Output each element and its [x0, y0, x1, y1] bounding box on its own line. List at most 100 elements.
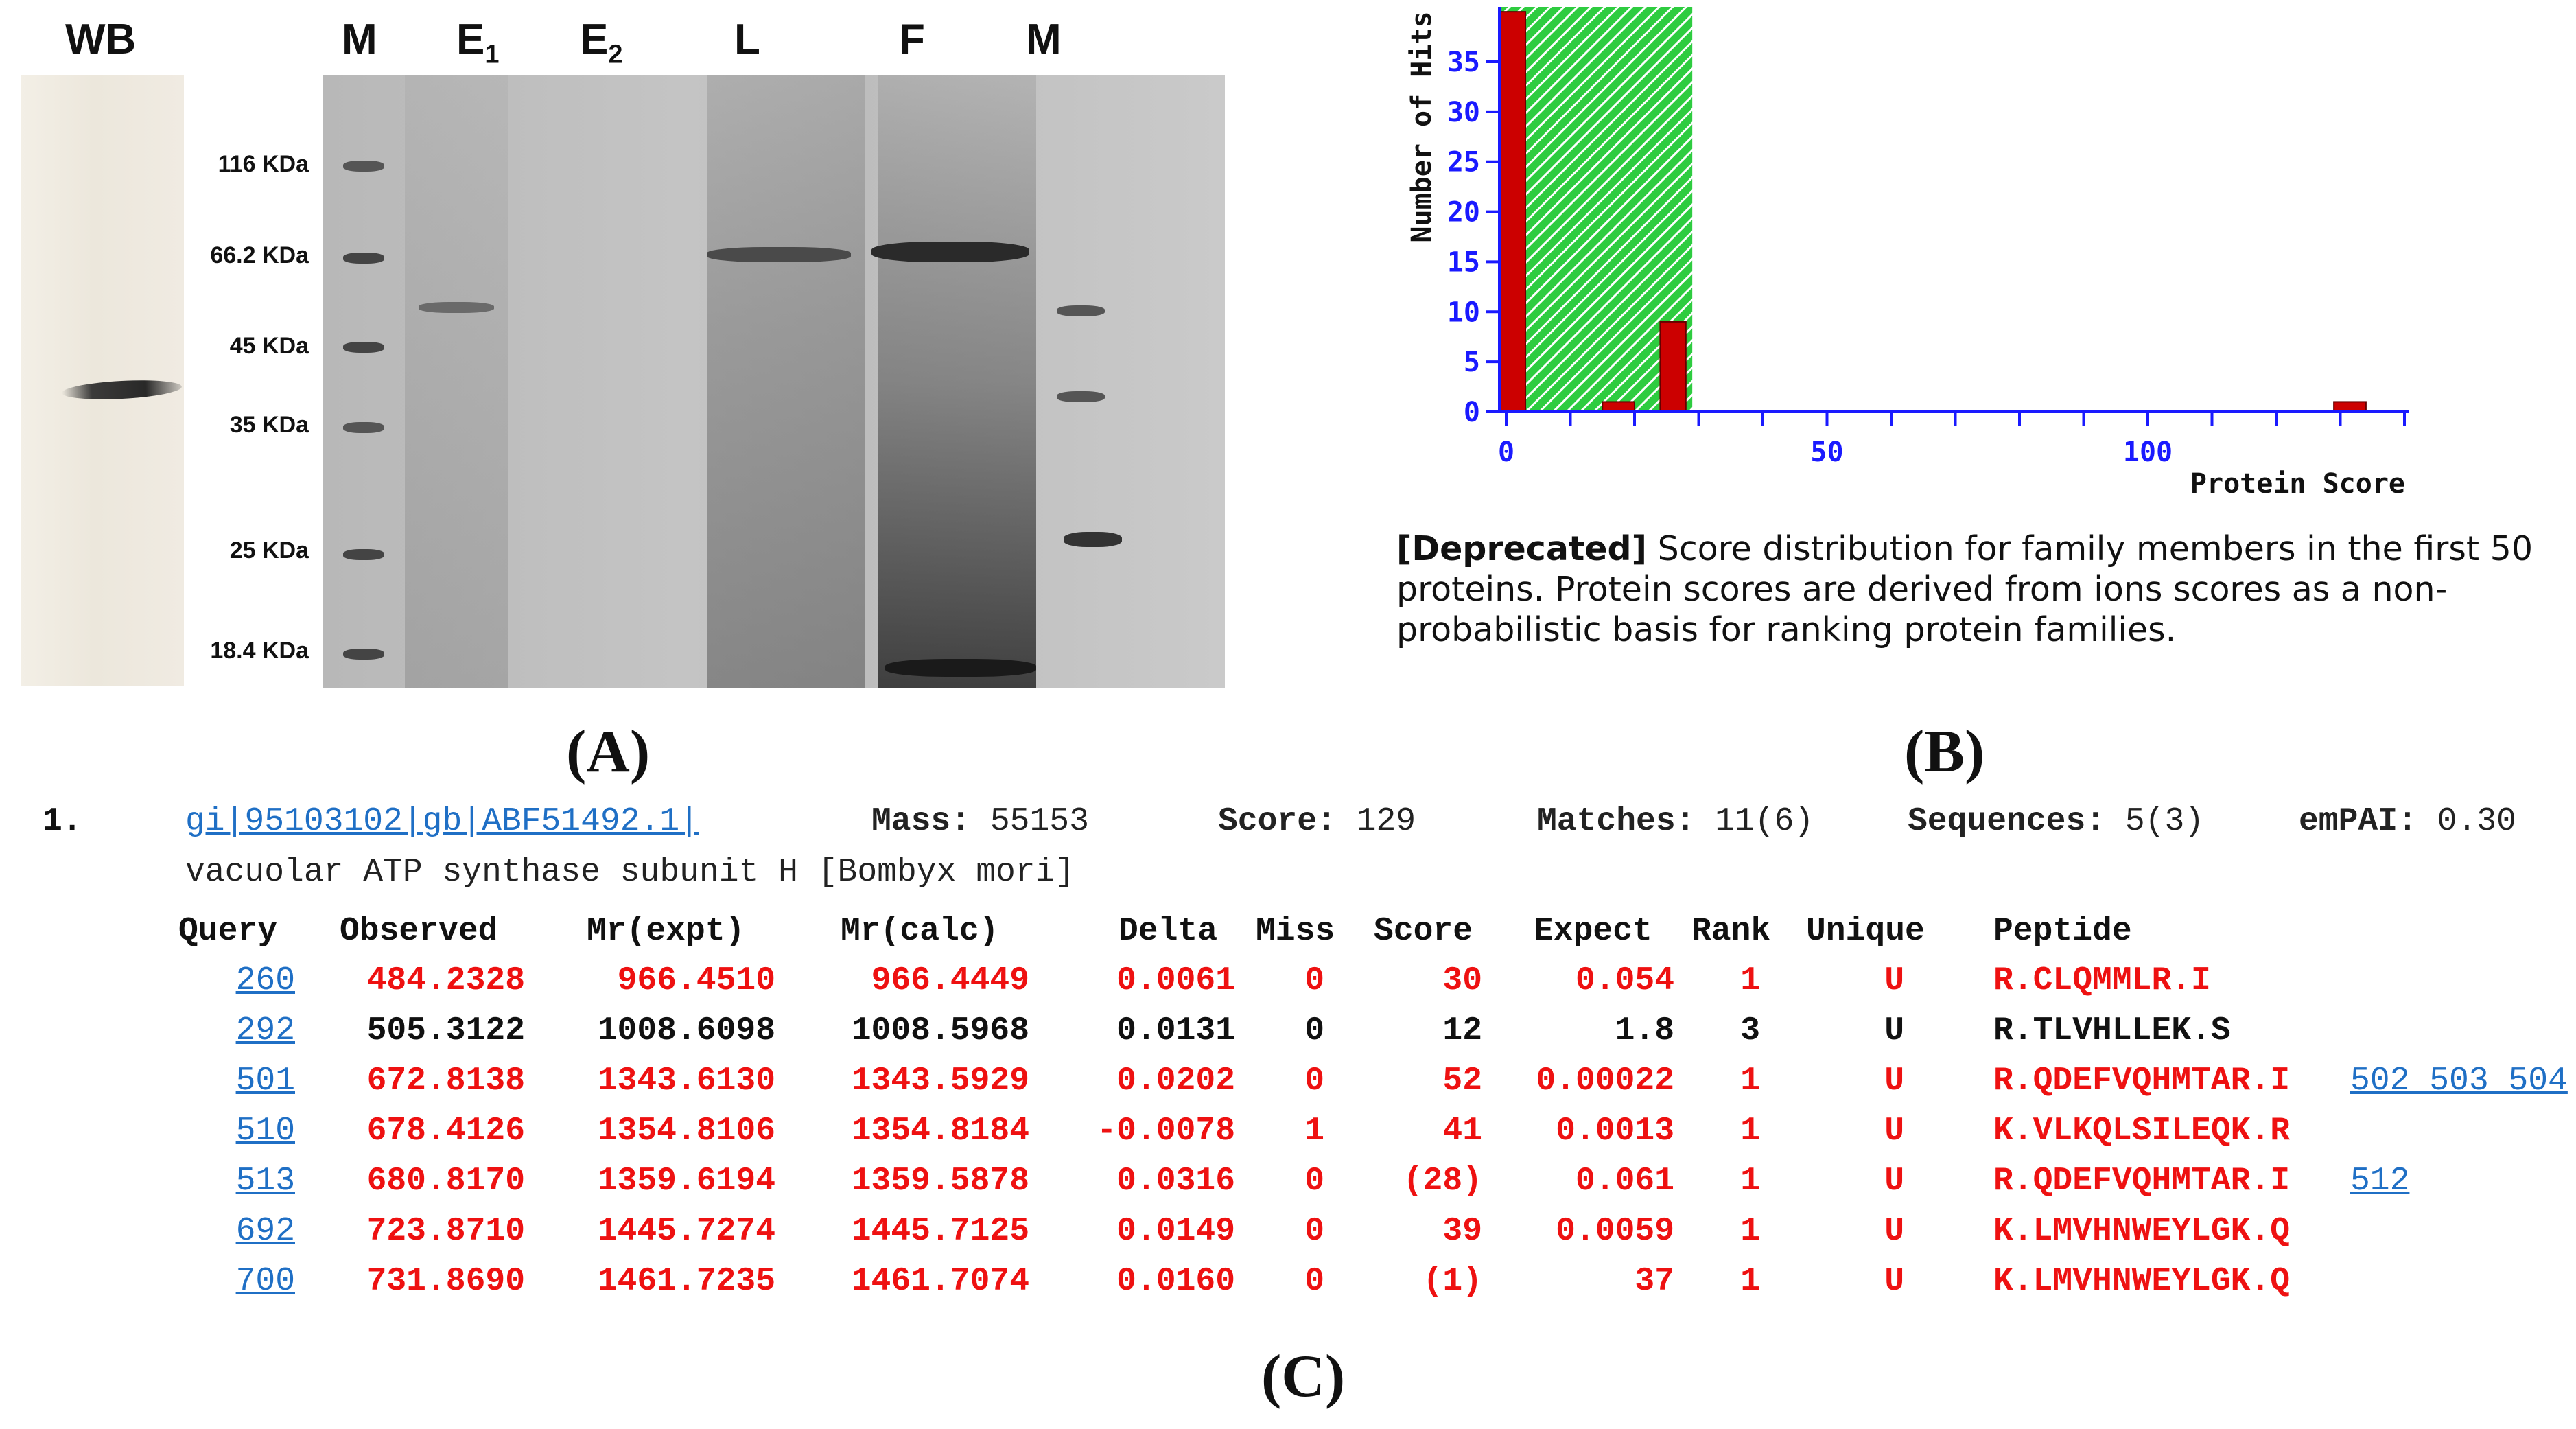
cell-peptide: K.LMVHNWEYLGK.Q	[1993, 1213, 2291, 1250]
query-link[interactable]: 510	[235, 1113, 295, 1150]
f-band-bottom	[885, 659, 1036, 677]
cell-peptide: K.LMVHNWEYLGK.Q	[1993, 1263, 2291, 1300]
col-miss: Miss	[1256, 913, 1335, 950]
panel-a: WB M E1 E2 L F M 116 KDa 66.2 KDa 45 KDa…	[0, 0, 1235, 785]
empai-field: emPAI: 0.30	[2299, 803, 2516, 840]
cell-delta: 0.0202	[1116, 1062, 1235, 1100]
cell-expect: 1.8	[1615, 1012, 1674, 1049]
marker-labels: 116 KDa 66.2 KDa 45 KDa 35 KDa 25 KDa 18…	[165, 0, 309, 693]
query-link[interactable]: 692	[235, 1213, 295, 1250]
lane-label-e1: E1	[456, 16, 500, 69]
query-link[interactable]: 260	[235, 962, 295, 999]
marker-25: 25 KDa	[229, 537, 309, 564]
query-link[interactable]: 700	[235, 1263, 295, 1300]
cell-mr-calc: 1354.8184	[851, 1113, 1029, 1150]
hit-index: 1.	[43, 803, 82, 840]
cell-mr-calc: 1343.5929	[851, 1062, 1029, 1100]
related-query-links[interactable]: 512	[2350, 1163, 2410, 1200]
cell-observed: 731.8690	[366, 1263, 525, 1300]
cell-mr-expt: 1461.7235	[597, 1263, 775, 1300]
mass-field: Mass: 55153	[871, 803, 1089, 840]
panel-c: 1. gi|95103102|gb|ABF51492.1| Mass: 5515…	[0, 803, 2576, 1429]
cell-delta: 0.0160	[1116, 1263, 1235, 1300]
f-band	[871, 242, 1029, 262]
marker-band	[343, 649, 384, 660]
marker-band	[343, 253, 384, 264]
col-unique: Unique	[1806, 913, 1925, 950]
sds-page-gel	[323, 75, 1225, 688]
cell-mr-calc: 1461.7074	[851, 1263, 1029, 1300]
lane-label-f: F	[899, 16, 925, 63]
lane-label-l: L	[734, 16, 760, 63]
chart-caption: [Deprecated] Score distribution for fami…	[1396, 528, 2563, 650]
cell-mr-expt: 1359.6194	[597, 1163, 775, 1200]
histogram-bar	[1659, 321, 1687, 413]
matches-field: Matches: 11(6)	[1537, 803, 1814, 840]
panel-letter-c: (C)	[1261, 1343, 1346, 1410]
cell-unique: U	[1884, 1213, 1904, 1250]
western-blot-strip	[21, 75, 184, 686]
cell-observed: 505.3122	[366, 1012, 525, 1049]
cell-unique: U	[1884, 1113, 1904, 1150]
cell-observed: 672.8138	[366, 1062, 525, 1100]
lane-f-smear	[878, 75, 1036, 688]
panel-letter-a: (A)	[566, 719, 651, 785]
y-tick-label: 30	[1447, 97, 1480, 128]
col-mr-expt: Mr(expt)	[587, 913, 745, 950]
caption-deprecated: [Deprecated]	[1396, 529, 1648, 568]
col-score: Score	[1374, 913, 1473, 950]
cell-observed: 678.4126	[366, 1113, 525, 1150]
cell-expect: 0.00022	[1536, 1062, 1674, 1100]
cell-expect: 0.054	[1575, 962, 1674, 999]
query-link[interactable]: 501	[235, 1062, 295, 1100]
cell-rank: 1	[1740, 962, 1760, 999]
cell-peptide: K.VLKQLSILEQK.R	[1993, 1113, 2291, 1150]
panel-b: 0 5 10 15 20 25 30 35 0 50 100 Protein Score Number …	[1366, 0, 2576, 785]
cell-expect: 0.061	[1575, 1163, 1674, 1200]
cell-miss: 1	[1304, 1113, 1324, 1150]
marker-band	[1057, 391, 1105, 402]
cell-delta: 0.0061	[1116, 962, 1235, 999]
lane-label-e2: E2	[580, 16, 623, 69]
query-link[interactable]: 513	[235, 1163, 295, 1200]
score-field: Score: 129	[1218, 803, 1416, 840]
marker-18: 18.4 KDa	[210, 638, 309, 664]
lane-label-m2: M	[1026, 16, 1062, 63]
marker-45: 45 KDa	[229, 333, 309, 359]
histogram-bar	[1499, 11, 1527, 413]
cell-miss: 0	[1304, 1263, 1324, 1300]
cell-delta: 0.0316	[1116, 1163, 1235, 1200]
y-tick-label: 5	[1464, 347, 1480, 378]
cell-miss: 0	[1304, 1012, 1324, 1049]
col-mr-calc: Mr(calc)	[841, 913, 999, 950]
cell-score: 39	[1442, 1213, 1482, 1250]
marker-band	[343, 342, 384, 353]
col-query: Query	[178, 913, 278, 950]
cell-observed: 680.8170	[366, 1163, 525, 1200]
marker-band	[1057, 305, 1105, 316]
y-tick-label: 0	[1464, 397, 1480, 428]
cell-expect: 37	[1635, 1263, 1674, 1300]
accession-link[interactable]: gi|95103102|gb|ABF51492.1|	[185, 803, 699, 840]
cell-delta: 0.0149	[1116, 1213, 1235, 1250]
cell-expect: 0.0013	[1556, 1113, 1674, 1150]
x-tick-label: 100	[2123, 437, 2173, 468]
cell-unique: U	[1884, 1012, 1904, 1049]
lane-label-m1: M	[342, 16, 377, 63]
marker-band	[1064, 532, 1122, 547]
query-link[interactable]: 292	[235, 1012, 295, 1049]
wb-label: WB	[65, 16, 137, 63]
marker-66: 66.2 KDa	[210, 242, 309, 268]
cell-miss: 0	[1304, 1062, 1324, 1100]
col-rank: Rank	[1691, 913, 1771, 950]
histogram-bar	[1602, 401, 1635, 413]
cell-rank: 3	[1740, 1012, 1760, 1049]
related-query-links[interactable]: 502 503 504	[2350, 1062, 2568, 1100]
y-tick-label: 20	[1447, 197, 1480, 229]
marker-band	[343, 422, 384, 433]
cell-observed: 484.2328	[366, 962, 525, 999]
col-expect: Expect	[1534, 913, 1652, 950]
marker-35: 35 KDa	[229, 412, 309, 438]
cell-miss: 0	[1304, 962, 1324, 999]
cell-mr-expt: 1445.7274	[597, 1213, 775, 1250]
